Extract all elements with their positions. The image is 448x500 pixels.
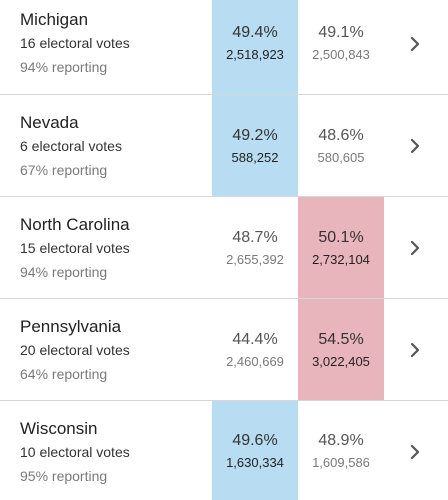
vote-count: 2,500,843 [312,47,370,62]
state-name: Nevada [20,113,79,132]
vote-count: 2,460,669 [226,353,284,369]
candidate1-result: 49.4% 2,518,923 [212,0,298,94]
state-row-wisconsin[interactable]: Wisconsin 10 electoral votes 95% reporti… [0,401,448,500]
state-name: Pennsylvania [20,317,122,336]
candidate1-result: 44.4% 2,460,669 [212,299,298,400]
candidate2-result: 50.1% 2,732,104 [298,197,384,298]
vote-percent: 50.1% [318,228,364,246]
vote-percent: 44.4% [232,330,278,348]
reporting-status: 64% reporting [20,366,108,382]
state-name: Wisconsin [20,419,98,438]
state-name: North Carolina [20,215,130,234]
vote-percent: 49.4% [232,24,278,41]
reporting-status: 95% reporting [20,468,108,484]
electoral-votes: 10 electoral votes [20,444,130,460]
electoral-votes: 15 electoral votes [20,240,130,256]
candidate2-result: 48.9% 1,609,586 [298,401,384,500]
vote-count: 2,655,392 [226,251,284,267]
state-info: Pennsylvania 20 electoral votes 64% repo… [20,317,130,382]
vote-percent: 49.6% [232,431,278,449]
state-row-nevada[interactable]: Nevada 6 electoral votes 67% reporting 4… [0,95,448,197]
chevron-right-icon[interactable] [405,442,425,462]
chevron-right-icon[interactable] [405,34,425,54]
candidate2-result: 49.1% 2,500,843 [298,0,384,94]
state-row-north-carolina[interactable]: North Carolina 15 electoral votes 94% re… [0,197,448,299]
vote-count: 2,518,923 [226,47,284,62]
reporting-status: 94% reporting [20,264,108,280]
chevron-right-icon[interactable] [405,136,425,156]
candidate2-result: 54.5% 3,022,405 [298,299,384,400]
vote-count: 1,609,586 [312,454,370,470]
vote-percent: 48.6% [318,126,364,144]
electoral-votes: 6 electoral votes [20,138,122,154]
vote-count: 3,022,405 [312,353,370,369]
vote-count: 2,732,104 [312,251,370,267]
electoral-votes: 16 electoral votes [20,35,130,51]
vote-count: 1,630,334 [226,454,284,470]
electoral-votes: 20 electoral votes [20,342,130,358]
candidate2-result: 48.6% 580,605 [298,95,384,196]
vote-percent: 54.5% [318,330,364,348]
chevron-right-icon[interactable] [405,238,425,258]
candidate1-result: 49.6% 1,630,334 [212,401,298,500]
vote-count: 588,252 [231,149,279,165]
candidate1-result: 48.7% 2,655,392 [212,197,298,298]
chevron-right-icon[interactable] [405,340,425,360]
vote-percent: 49.1% [318,24,364,41]
vote-percent: 48.7% [232,228,278,246]
vote-count: 580,605 [317,149,365,165]
candidate1-result: 49.2% 588,252 [212,95,298,196]
reporting-status: 94% reporting [20,59,108,75]
state-row-pennsylvania[interactable]: Pennsylvania 20 electoral votes 64% repo… [0,299,448,401]
state-info: Nevada 6 electoral votes 67% reporting [20,113,122,178]
state-row-michigan[interactable]: Michigan 16 electoral votes 94% reportin… [0,0,448,95]
state-info: Wisconsin 10 electoral votes 95% reporti… [20,419,130,484]
state-info: Michigan 16 electoral votes 94% reportin… [20,10,130,75]
vote-percent: 48.9% [318,431,364,449]
state-info: North Carolina 15 electoral votes 94% re… [20,215,130,280]
reporting-status: 67% reporting [20,162,108,178]
state-name: Michigan [20,10,89,29]
vote-percent: 49.2% [232,126,278,144]
